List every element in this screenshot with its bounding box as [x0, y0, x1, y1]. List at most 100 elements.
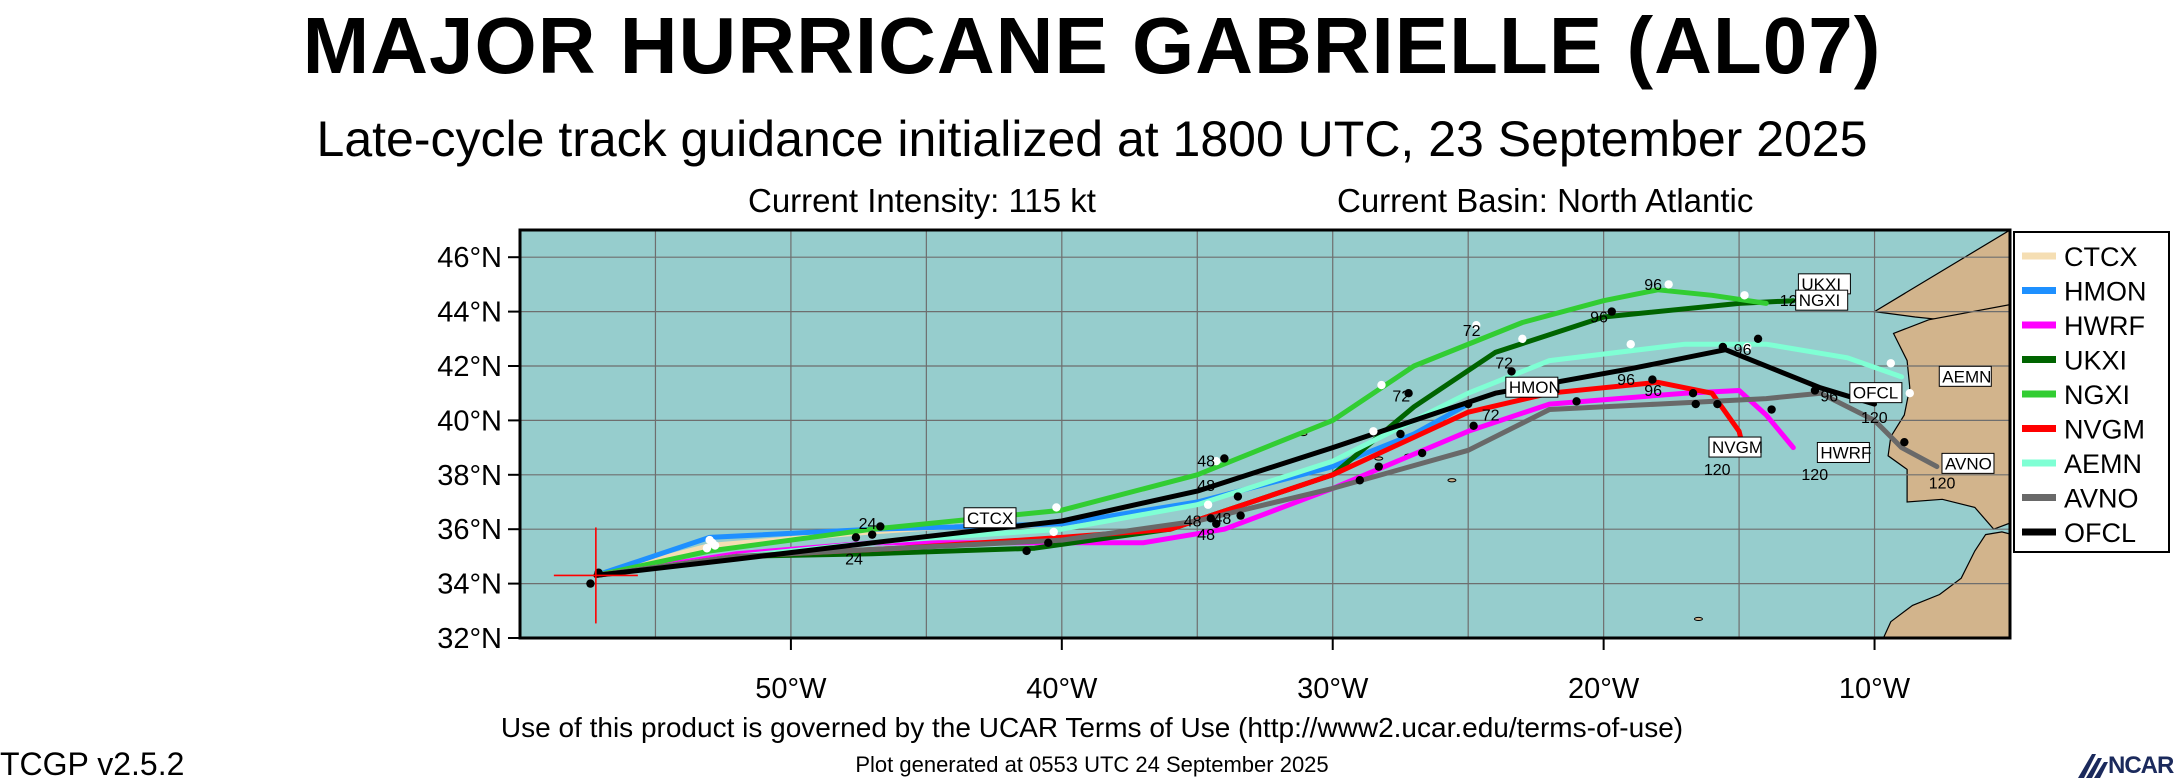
land-polygon	[1882, 531, 2010, 638]
track-point	[1648, 375, 1657, 384]
forecast-hour-label: 48	[1184, 513, 1202, 530]
end-label-box	[1849, 382, 1903, 404]
track-point	[1052, 503, 1061, 512]
track-point	[1374, 462, 1383, 471]
ncar-logo-text: NCAR	[2108, 752, 2174, 779]
end-label-hmon: HMON	[1505, 376, 1561, 398]
end-label-ctcx: CTCX	[963, 507, 1017, 529]
end-label-avno: AVNO	[1941, 452, 1995, 474]
x-tick-label: 50°W	[755, 673, 827, 705]
track-point	[851, 533, 861, 542]
end-label-box	[1708, 436, 1762, 458]
version-label: TCGP v2.5.2	[0, 746, 185, 782]
end-label-box	[1505, 376, 1559, 398]
track-point	[1572, 397, 1581, 406]
track-point	[1753, 334, 1763, 343]
forecast-hour-label: 96	[1820, 388, 1838, 405]
legend-item-hwrf: HWRF	[2022, 311, 2145, 341]
end-label-ofcl: OFCL	[1849, 382, 1903, 404]
ncar-logo: NCAR	[2078, 750, 2184, 780]
y-tick-label: 46°N	[437, 242, 502, 274]
track-point	[1507, 367, 1516, 376]
end-label-box	[1795, 289, 1849, 311]
end-label-nvgm: NVGM	[1708, 436, 1763, 458]
track-line-hmon	[593, 401, 1471, 578]
track-point	[1404, 389, 1413, 398]
forecast-hour-label: 96	[1617, 372, 1635, 389]
track-point	[1900, 437, 1909, 447]
end-label-box	[1941, 452, 1995, 474]
track-point	[876, 522, 885, 531]
legend: CTCX HMON HWRF UKXI NGXI NVGM AEMN AVNO OFCL	[2013, 231, 2170, 553]
end-label-ngxi: NGXI	[1795, 289, 1849, 311]
forecast-hour-label: 48	[1197, 527, 1215, 544]
forecast-hour-label: 24	[859, 516, 877, 533]
track-point	[1355, 476, 1365, 485]
forecast-hour-label: 72	[1463, 323, 1481, 340]
track-point	[1220, 454, 1229, 463]
ocean-area	[520, 230, 2010, 638]
track-point	[1767, 405, 1776, 414]
track-point	[1713, 399, 1722, 409]
end-label-text: CTCX	[967, 509, 1013, 528]
end-label-box	[1938, 365, 1992, 387]
legend-item-ctcx: CTCX	[2022, 242, 2138, 272]
end-label-text: NGXI	[1799, 291, 1841, 310]
forecast-hour-label: 120	[1704, 462, 1731, 479]
forecast-hour-label: 120	[1861, 410, 1888, 427]
plot-border	[518, 228, 2012, 640]
legend-label: AVNO	[2064, 484, 2139, 514]
y-tick-label: 36°N	[437, 514, 502, 546]
track-point	[1472, 321, 1481, 330]
track-line-ngxi	[593, 287, 1769, 578]
y-tick-label: 32°N	[437, 623, 502, 655]
legend-item-nvgm: NVGM	[2022, 415, 2145, 445]
x-tick-label: 30°W	[1297, 673, 1369, 705]
current-basin: Current Basin: North Atlantic	[1337, 182, 1754, 219]
end-label-text: HWRF	[1820, 443, 1871, 462]
end-label-text: AEMN	[1942, 367, 1991, 386]
track-line-avno	[593, 390, 1940, 578]
end-label-box	[1816, 441, 1870, 463]
track-point	[1718, 342, 1728, 352]
legend-label: CTCX	[2064, 242, 2138, 272]
forecast-hour-label: 48	[1197, 454, 1215, 471]
current-intensity: Current Intensity: 115 kt	[748, 182, 1096, 219]
track-point	[1417, 448, 1427, 458]
plot-frame	[518, 228, 2012, 640]
legend-label: AEMN	[2064, 449, 2142, 479]
forecast-hour-label: 120	[1801, 467, 1828, 484]
terms-of-use: Use of this product is governed by the U…	[500, 712, 1684, 743]
forecast-hour-label: 120	[1929, 475, 1956, 492]
chart-title: MAJOR HURRICANE GABRIELLE (AL07)	[302, 1, 1882, 90]
track-point	[1743, 342, 1752, 352]
track-point	[1688, 389, 1698, 398]
end-label-aemn: AEMN	[1938, 365, 1992, 387]
end-label-text: NVGM	[1712, 438, 1763, 457]
island	[1447, 478, 1457, 483]
forecast-hour-label: 48	[1197, 478, 1215, 495]
land-masses	[1298, 230, 2010, 638]
generated-timestamp: Plot generated at 0553 UTC 24 September …	[855, 752, 1329, 777]
x-tick-label: 10°W	[1839, 673, 1911, 705]
track-point	[1203, 500, 1213, 509]
track-point	[705, 535, 714, 545]
y-tick-label: 42°N	[437, 351, 502, 383]
legend-label: UKXI	[2064, 346, 2127, 376]
track-point	[1810, 386, 1820, 395]
ocean-background	[520, 230, 2010, 638]
track-point	[586, 579, 595, 588]
track-point	[1740, 291, 1749, 300]
end-label-hwrf: HWRF	[1816, 441, 1871, 463]
end-label-text: AVNO	[1945, 454, 1992, 473]
track-point	[1469, 421, 1478, 431]
track-ofcl	[593, 347, 1877, 578]
track-point	[1236, 511, 1245, 520]
forecast-hour-label: 96	[1734, 342, 1752, 359]
legend-item-ngxi: NGXI	[2022, 380, 2130, 410]
track-point	[1369, 427, 1378, 436]
forecast-hour-label: 96	[1644, 383, 1662, 400]
legend-label: NGXI	[2064, 380, 2130, 410]
track-point	[1518, 334, 1527, 343]
